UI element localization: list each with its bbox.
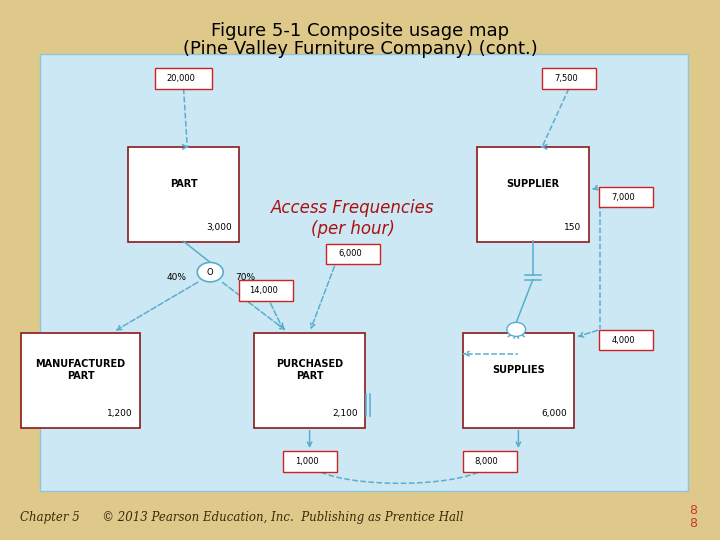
Text: 3,000: 3,000 <box>207 223 232 232</box>
Text: 1,200: 1,200 <box>107 409 133 418</box>
Text: Figure 5-1 Composite usage map: Figure 5-1 Composite usage map <box>211 22 509 39</box>
Circle shape <box>197 262 223 282</box>
Text: 40%: 40% <box>166 273 186 281</box>
FancyBboxPatch shape <box>239 280 294 301</box>
Text: SUPPLIES: SUPPLIES <box>492 365 545 375</box>
FancyBboxPatch shape <box>542 68 596 89</box>
FancyBboxPatch shape <box>463 451 517 472</box>
Text: Chapter 5      © 2013 Pearson Education, Inc.  Publishing as Prentice Hall: Chapter 5 © 2013 Pearson Education, Inc.… <box>20 511 464 524</box>
Text: 8: 8 <box>688 517 697 530</box>
Text: PURCHASED
PART: PURCHASED PART <box>276 359 343 381</box>
FancyBboxPatch shape <box>128 147 239 241</box>
Text: 8,000: 8,000 <box>475 457 498 466</box>
Text: 70%: 70% <box>235 273 255 281</box>
FancyBboxPatch shape <box>599 187 654 207</box>
FancyBboxPatch shape <box>462 333 575 428</box>
FancyBboxPatch shape <box>477 147 589 241</box>
Text: Access Frequencies
(per hour): Access Frequencies (per hour) <box>271 199 435 238</box>
FancyBboxPatch shape <box>325 244 380 264</box>
Text: (Pine Valley Furniture Company) (cont.): (Pine Valley Furniture Company) (cont.) <box>183 40 537 58</box>
Text: MANUFACTURED
PART: MANUFACTURED PART <box>35 359 126 381</box>
Text: 1,000: 1,000 <box>295 457 318 466</box>
Text: 150: 150 <box>564 223 582 232</box>
FancyBboxPatch shape <box>599 330 654 350</box>
Text: PART: PART <box>170 179 197 188</box>
Text: 4,000: 4,000 <box>612 336 635 345</box>
FancyBboxPatch shape <box>155 68 212 89</box>
Circle shape <box>507 322 526 336</box>
Text: 20,000: 20,000 <box>166 74 195 83</box>
FancyBboxPatch shape <box>283 451 337 472</box>
Text: 2,100: 2,100 <box>333 409 358 418</box>
FancyBboxPatch shape <box>253 333 365 428</box>
FancyBboxPatch shape <box>22 333 140 428</box>
Text: O: O <box>207 268 214 276</box>
Text: 6,000: 6,000 <box>541 409 567 418</box>
Text: 7,500: 7,500 <box>554 74 577 83</box>
Text: 14,000: 14,000 <box>249 286 278 295</box>
Text: SUPPLIER: SUPPLIER <box>506 179 559 188</box>
Text: 6,000: 6,000 <box>338 249 361 258</box>
FancyBboxPatch shape <box>40 54 688 491</box>
Text: 7,000: 7,000 <box>612 193 635 201</box>
Text: 8: 8 <box>688 504 697 517</box>
